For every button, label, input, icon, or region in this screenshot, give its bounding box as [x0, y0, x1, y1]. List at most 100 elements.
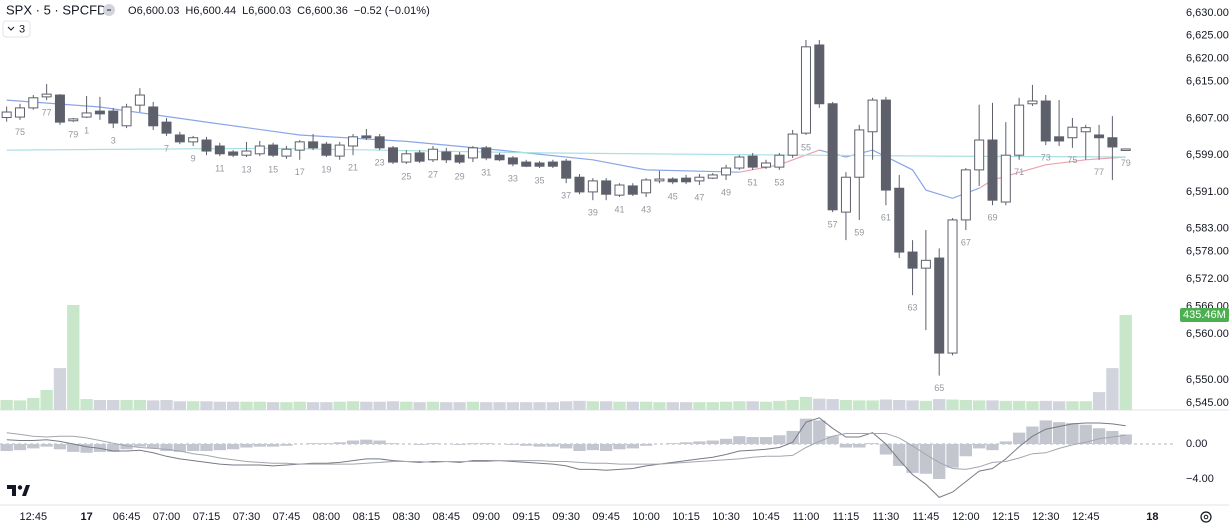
bar-number: 49	[721, 187, 731, 197]
macd-histogram-bar	[679, 442, 693, 445]
macd-histogram-bar	[200, 444, 213, 452]
macd-histogram-bar	[1012, 432, 1026, 445]
macd-histogram-bar	[147, 444, 160, 449]
y-tick-label: 6,572.00	[1186, 273, 1229, 285]
volume-bar	[67, 305, 80, 410]
x-tick-label: 08:00	[313, 511, 341, 523]
bar-number: 55	[801, 142, 811, 152]
volume-bar	[746, 401, 759, 410]
bar-number: 65	[934, 383, 944, 393]
candle-body	[68, 118, 79, 122]
macd-histogram-bar	[40, 444, 53, 447]
macd-histogram-bar	[386, 443, 400, 445]
y-tick-label: 6,615.00	[1186, 76, 1229, 88]
volume-bar	[360, 401, 373, 410]
settings-icon[interactable]	[1200, 511, 1212, 523]
candle-body	[214, 145, 225, 155]
volume-bar	[666, 402, 679, 410]
ohlc-label: O	[128, 5, 137, 17]
candle-body	[561, 160, 572, 179]
bar-number: 47	[694, 192, 704, 202]
symbol[interactable]: SPX · 5 · SPCFD	[6, 2, 106, 17]
macd-histogram-bar	[853, 444, 866, 448]
macd-histogram-bar	[253, 444, 266, 447]
candle-body	[334, 144, 345, 157]
candle-body	[574, 176, 585, 193]
bar-number: 69	[987, 213, 997, 223]
candle-body	[587, 180, 598, 193]
volume-bar	[546, 402, 560, 410]
bar-number: 41	[614, 204, 624, 214]
candle-body	[1080, 127, 1091, 133]
bar-number: 1	[84, 125, 89, 135]
volume-bar	[933, 399, 946, 410]
gear[interactable]	[1200, 511, 1212, 523]
candle-body	[374, 136, 385, 149]
x-tick-label: 07:45	[273, 511, 301, 523]
bar-number: 57	[828, 219, 838, 229]
macd-histogram-bar	[799, 418, 813, 445]
macd-histogram-bar	[466, 443, 480, 445]
indicator-toggle[interactable]	[2, 20, 31, 38]
bar-number: 23	[375, 158, 385, 168]
candle-body	[454, 154, 465, 163]
volume-bar	[999, 400, 1012, 410]
candle-body	[761, 162, 772, 168]
macd-histogram-bar	[999, 441, 1012, 445]
macd-histogram-bar	[733, 436, 746, 445]
gear-center	[1203, 514, 1209, 520]
bar-number: 33	[508, 174, 518, 184]
x-tick-label: 12:00	[952, 511, 980, 523]
moving-average	[6, 99, 740, 173]
macd-histogram-bar	[187, 444, 200, 452]
volume-bar	[200, 401, 213, 410]
chevron-icon	[7, 26, 15, 31]
bar-number: 45	[668, 191, 678, 201]
candle-body	[268, 144, 279, 156]
macd-histogram-bar	[759, 437, 773, 445]
volume-bar	[320, 402, 333, 410]
macd-histogram-bar	[346, 440, 360, 445]
candle-body	[121, 106, 132, 127]
macd-histogram-bar	[107, 444, 120, 452]
candle-body	[494, 154, 505, 161]
volume-bar	[187, 401, 200, 410]
macd-histogram-bar	[879, 444, 893, 455]
volume-bar	[853, 400, 866, 410]
volume-bar	[93, 399, 107, 410]
volume-bar	[1106, 368, 1119, 410]
candle-body	[1120, 148, 1131, 151]
volume-bar	[253, 401, 266, 410]
x-tick-label: 11:00	[793, 511, 820, 523]
candle-body	[254, 145, 265, 155]
candle-body	[481, 147, 492, 159]
candle-body	[894, 187, 905, 253]
volume-bar	[120, 399, 133, 410]
candle-body	[960, 169, 971, 221]
volume-bar	[733, 401, 746, 410]
candle-body	[827, 103, 838, 211]
macd-histogram-bar	[1119, 434, 1132, 445]
bar-number: 31	[481, 168, 491, 178]
bar-number: 61	[881, 213, 891, 223]
candle-body	[694, 176, 705, 182]
y-tick-label: 6,625.00	[1186, 30, 1229, 42]
ohlc-value: 6,600.44	[193, 5, 236, 17]
x-tick-label: 09:00	[472, 511, 500, 523]
candle-body	[387, 147, 398, 163]
macd-histogram-bar	[280, 444, 293, 446]
bar-number: 75	[15, 127, 25, 137]
volume-bar	[1052, 401, 1066, 410]
bar-number: 77	[42, 107, 52, 117]
macd-histogram-bar	[133, 444, 147, 447]
volume-bar	[107, 399, 120, 410]
x-tick-label: 12:45	[20, 511, 48, 523]
y-tick-label: 6,591.00	[1186, 186, 1229, 198]
macd-histogram-bar	[906, 444, 919, 473]
candle-body	[188, 137, 199, 143]
candle-body	[654, 178, 665, 182]
bar-number: 75	[1067, 155, 1077, 165]
volume-bar	[906, 400, 919, 410]
volume-bar	[786, 399, 799, 410]
